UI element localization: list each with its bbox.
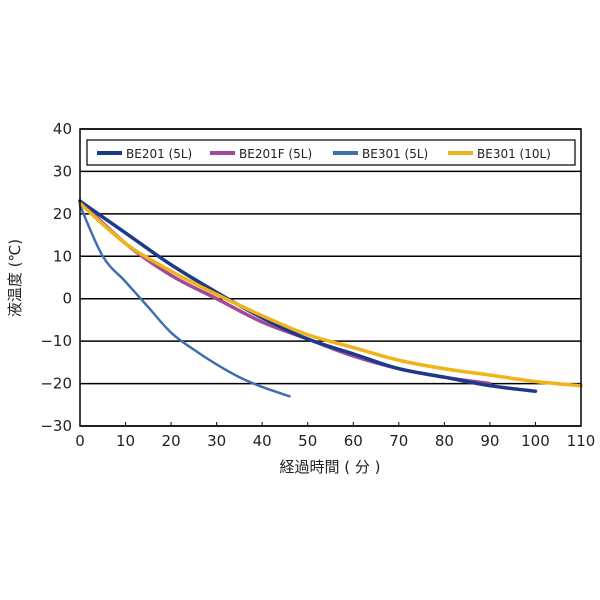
y-tick-label: 40 <box>53 120 72 138</box>
plot-frame <box>79 128 582 427</box>
series-line-be201-5l- <box>78 199 538 393</box>
y-tick-label: 20 <box>53 205 72 223</box>
legend-label: BE301 (5L) <box>362 147 428 161</box>
y-tick-label: −20 <box>40 375 72 393</box>
y-tick-label: −10 <box>40 332 72 350</box>
x-tick-label: 50 <box>298 432 317 450</box>
x-tick-label: 60 <box>344 432 363 450</box>
series-line-be301-10l- <box>78 201 583 388</box>
x-tick-label: 10 <box>116 432 135 450</box>
y-tick-label: 10 <box>53 247 72 265</box>
legend-label: BE201F (5L) <box>239 147 312 161</box>
x-tick-label: 100 <box>521 432 550 450</box>
x-tick-label: 70 <box>389 432 408 450</box>
x-tick-label: 0 <box>75 432 85 450</box>
x-tick-label: 110 <box>567 432 596 450</box>
x-tick-label: 90 <box>480 432 499 450</box>
legend-label: BE301 (10L) <box>477 147 551 161</box>
gridlines <box>80 128 581 427</box>
series-line-be301-5l- <box>78 204 291 398</box>
legend-box <box>86 139 576 166</box>
y-tick-label: 30 <box>53 162 72 180</box>
y-axis-label: 液温度 (℃) <box>6 239 24 317</box>
series-lines <box>78 199 583 398</box>
y-tick-label: −30 <box>40 417 72 435</box>
x-tick-label: 40 <box>253 432 272 450</box>
x-axis-label: 経過時間 ( 分 ) <box>279 458 380 476</box>
series-line-be201f-5l- <box>78 199 492 386</box>
y-tick-label: 0 <box>62 290 72 308</box>
x-tick-label: 20 <box>162 432 181 450</box>
legend: BE201 (5L) BE201F (5L) BE301 (5L) BE301 (10… <box>86 139 576 166</box>
x-tick-label: 80 <box>435 432 454 450</box>
legend-label: BE201 (5L) <box>126 147 192 161</box>
x-tick-label: 30 <box>207 432 226 450</box>
